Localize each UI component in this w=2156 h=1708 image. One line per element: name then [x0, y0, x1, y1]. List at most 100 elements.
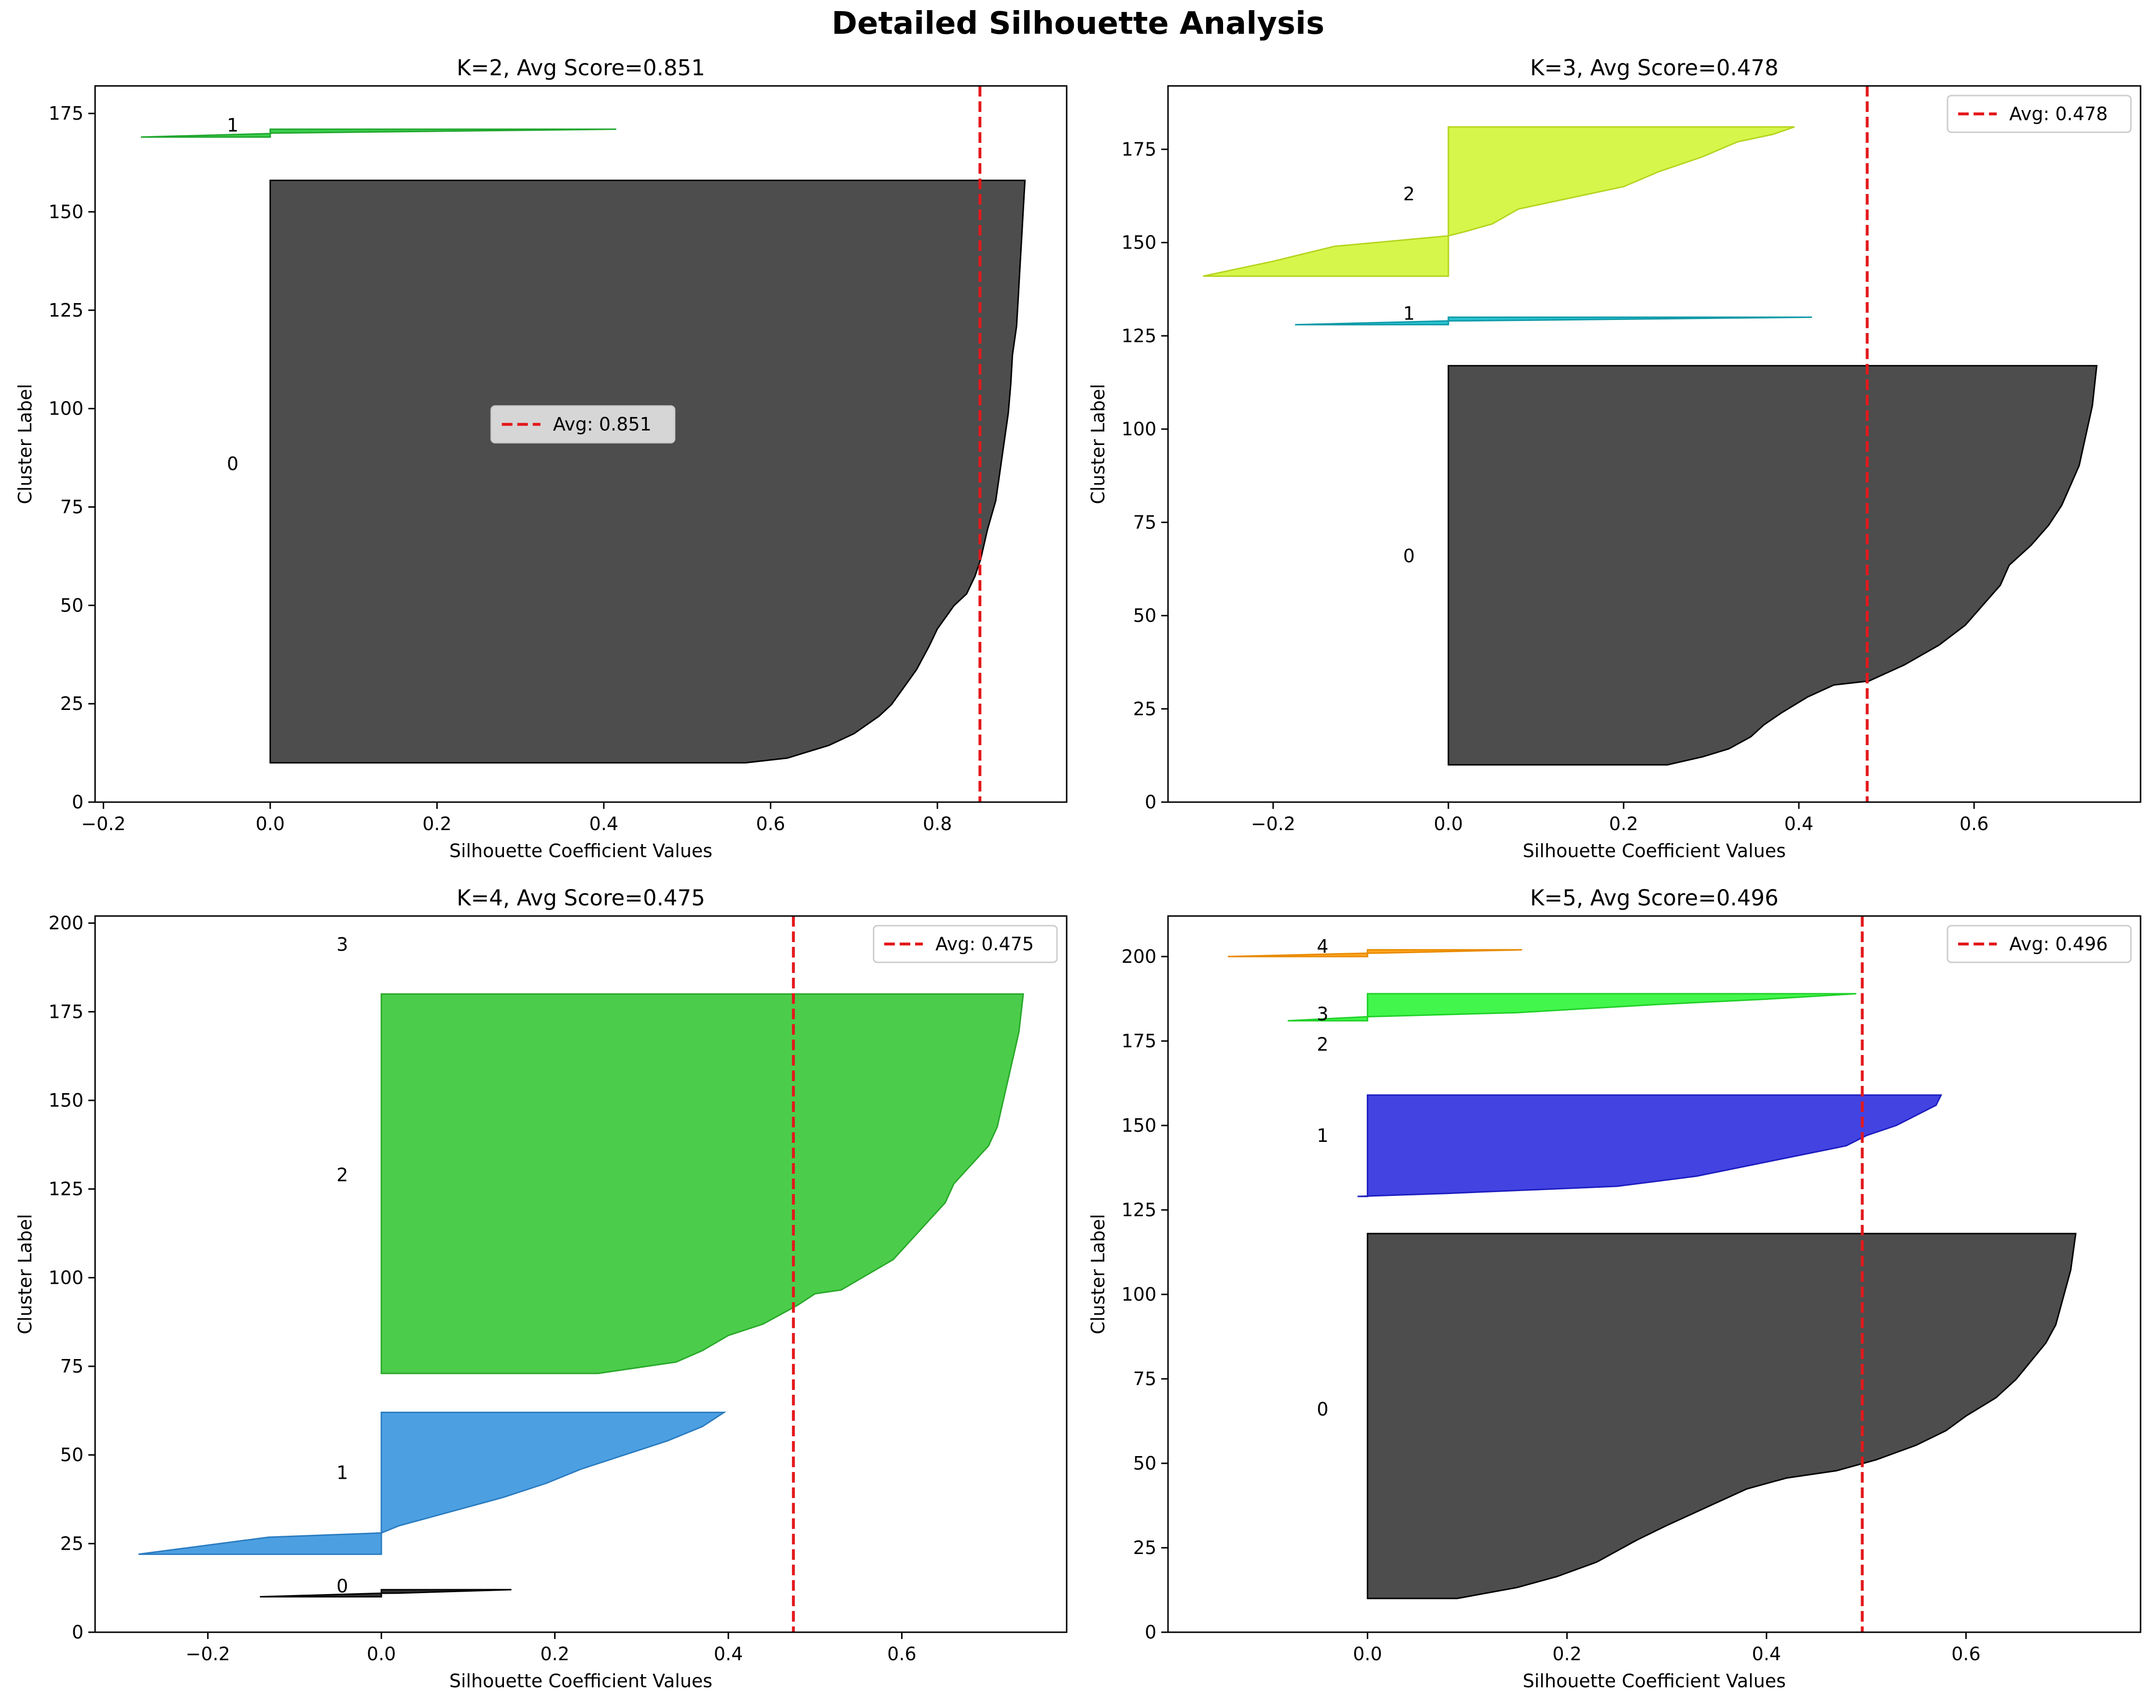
y-tick-label: 175 — [1121, 1030, 1156, 1052]
cluster-2-label: 2 — [1403, 183, 1415, 205]
cluster-4-silhouette — [1227, 949, 1522, 958]
plot-frame — [1167, 915, 2142, 1633]
x-tick-label: 0.6 — [756, 813, 785, 834]
x-axis-label: Silhouette Coefficient Values — [449, 840, 712, 861]
cluster-3-silhouette — [1287, 993, 1857, 1022]
cluster-1-silhouette — [140, 128, 616, 138]
y-tick-label: 100 — [1121, 418, 1156, 440]
cluster-2-silhouette — [380, 993, 1024, 1375]
y-axis-label: Cluster Label — [1087, 1214, 1109, 1334]
x-tick-label: 0.6 — [1951, 1643, 1980, 1665]
y-tick-label: 200 — [48, 913, 83, 934]
x-tick-label: 0.2 — [540, 1643, 569, 1665]
cluster-0-silhouette — [269, 180, 1026, 764]
y-tick-label: 175 — [48, 1001, 83, 1022]
legend-box — [873, 925, 1058, 963]
x-axis-label: Silhouette Coefficient Values — [449, 1670, 712, 1692]
cluster-0-silhouette — [260, 1589, 512, 1598]
cluster-1-label: 1 — [227, 115, 238, 136]
panel-4: 0 1 2 3 4 0.0 0.2 0.4 0.6 0 25 50 75 100 125 150 175 200 K… — [1087, 885, 2142, 1692]
cluster-2-label: 2 — [336, 1164, 348, 1185]
plot-frame — [1167, 85, 2142, 803]
y-tick-label: 150 — [48, 1090, 83, 1111]
legend-box — [490, 405, 676, 444]
y-tick-label: 0 — [1145, 792, 1156, 813]
cluster-1-silhouette — [1295, 316, 1812, 326]
cluster-1-silhouette — [138, 1411, 727, 1555]
legend: Avg: 0.496 — [1947, 925, 2132, 963]
panel-1: 0 1 −0.2 0.0 0.2 0.4 0.6 0.8 0 25 50 75 100 125 150 175… — [14, 55, 1068, 861]
y-tick-label: 150 — [1121, 1115, 1156, 1136]
y-tick-label: 25 — [60, 1533, 83, 1554]
cluster-1-label: 1 — [1317, 1125, 1328, 1146]
cluster-0-silhouette — [1447, 365, 2098, 766]
x-tick-label: 0.4 — [1752, 1643, 1781, 1665]
x-tick-label: 0.2 — [422, 813, 451, 834]
y-tick-label: 50 — [60, 595, 83, 616]
x-tick-label: 0.2 — [1609, 813, 1638, 834]
legend-box — [1947, 95, 2132, 133]
y-tick-label: 75 — [60, 496, 83, 517]
panel-title: K=5, Avg Score=0.496 — [1530, 885, 1779, 911]
y-tick-label: 25 — [1133, 1537, 1156, 1558]
cluster-3-label: 3 — [336, 934, 348, 955]
panel-title: K=4, Avg Score=0.475 — [457, 885, 705, 911]
y-tick-label: 75 — [60, 1356, 83, 1377]
cluster-2-silhouette — [1203, 126, 1795, 277]
legend-box — [1947, 925, 2132, 963]
x-tick-label: 0.0 — [256, 813, 285, 834]
cluster-0-label: 0 — [1403, 545, 1415, 567]
legend: Avg: 0.478 — [1947, 95, 2132, 133]
cluster-1-silhouette — [1357, 1094, 1943, 1197]
y-tick-label: 200 — [1121, 946, 1156, 967]
legend-label: Avg: 0.496 — [2009, 933, 2108, 955]
y-tick-label: 0 — [72, 792, 83, 813]
cluster-2-label: 2 — [1317, 1034, 1328, 1055]
legend-label: Avg: 0.851 — [553, 414, 652, 435]
y-tick-label: 125 — [48, 1179, 83, 1200]
x-tick-label: 0.0 — [367, 1643, 396, 1665]
y-tick-label: 100 — [48, 1267, 83, 1288]
x-tick-label: 0.4 — [714, 1643, 743, 1665]
x-tick-label: 0.0 — [1434, 813, 1463, 834]
y-tick-label: 100 — [48, 398, 83, 419]
panel-title: K=2, Avg Score=0.851 — [457, 55, 705, 81]
x-tick-label: 0.4 — [589, 813, 618, 834]
x-tick-label: 0.4 — [1784, 813, 1813, 834]
y-axis-label: Cluster Label — [14, 1214, 36, 1334]
legend-label: Avg: 0.475 — [935, 933, 1034, 955]
x-axis-label: Silhouette Coefficient Values — [1523, 1670, 1786, 1692]
plot-frame — [94, 85, 1068, 803]
x-tick-label: 0.0 — [1353, 1643, 1382, 1665]
y-tick-label: 75 — [1133, 1368, 1156, 1389]
x-tick-label: 0.2 — [1552, 1643, 1581, 1665]
legend: Avg: 0.851 — [490, 405, 676, 444]
y-tick-label: 175 — [1121, 139, 1156, 160]
y-tick-label: 0 — [72, 1622, 83, 1643]
y-tick-label: 25 — [1133, 698, 1156, 720]
panel-3: 0 1 2 3 −0.2 0.0 0.2 0.4 0.6 0 25 50 75 100 125 150 175 2… — [14, 885, 1068, 1692]
y-tick-label: 150 — [1121, 232, 1156, 253]
cluster-4-label: 4 — [1317, 936, 1328, 957]
x-tick-label: −0.2 — [81, 813, 125, 834]
y-tick-label: 50 — [1133, 605, 1156, 626]
x-tick-label: 0.6 — [887, 1643, 916, 1665]
y-axis-label: Cluster Label — [1087, 384, 1109, 504]
y-tick-label: 125 — [1121, 325, 1156, 347]
panel-2: 0 1 2 −0.2 0.0 0.2 0.4 0.6 0 25 50 75 100 125 150 175 K=… — [1087, 55, 2142, 861]
y-tick-label: 150 — [48, 201, 83, 222]
y-tick-label: 25 — [60, 693, 83, 714]
cluster-0-label: 0 — [336, 1575, 348, 1597]
x-tick-label: −0.2 — [1251, 813, 1295, 834]
figure-title: Detailed Silhouette Analysis — [831, 6, 1325, 42]
x-axis-label: Silhouette Coefficient Values — [1523, 840, 1786, 861]
y-tick-label: 125 — [1121, 1199, 1156, 1221]
cluster-0-label: 0 — [227, 453, 238, 474]
x-tick-label: −0.2 — [186, 1643, 230, 1665]
y-tick-label: 175 — [48, 103, 83, 124]
cluster-3-label: 3 — [1317, 1003, 1328, 1025]
cluster-1-label: 1 — [1403, 303, 1415, 324]
cluster-1-label: 1 — [336, 1462, 348, 1483]
panel-title: K=3, Avg Score=0.478 — [1530, 55, 1779, 81]
